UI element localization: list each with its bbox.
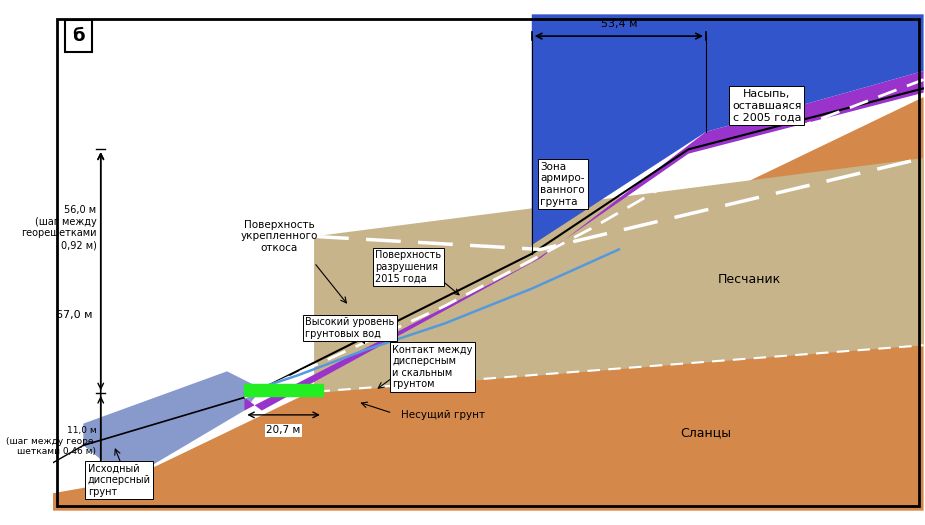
Text: Контакт между
дисперсным
и скальным
грунтом: Контакт между дисперсным и скальным грун…	[392, 344, 473, 390]
Polygon shape	[244, 71, 923, 411]
Text: б: б	[73, 27, 85, 45]
Text: Песчаник: Песчаник	[718, 274, 781, 287]
Text: Насыпь,
оставшаяся
с 2005 года: Насыпь, оставшаяся с 2005 года	[732, 89, 802, 122]
Text: Сланцы: Сланцы	[681, 426, 732, 439]
Text: 20,7 м: 20,7 м	[266, 425, 301, 435]
Polygon shape	[53, 97, 923, 511]
Text: 53,4 м: 53,4 м	[600, 19, 637, 29]
Text: Поверхность
разрушения
2015 года: Поверхность разрушения 2015 года	[375, 250, 441, 284]
Polygon shape	[83, 371, 262, 480]
Text: Зона
армиро-
ванного
грунта: Зона армиро- ванного грунта	[540, 162, 586, 206]
Polygon shape	[532, 14, 923, 245]
Text: Исходный
дисперсный
грунт: Исходный дисперсный грунт	[88, 464, 151, 497]
Text: 56,0 м
(шаг между
георешетками
0,92 м): 56,0 м (шаг между георешетками 0,92 м)	[21, 205, 96, 250]
Text: Высокий уровень
грунтовых вод: Высокий уровень грунтовых вод	[305, 317, 395, 339]
Text: 67,0 м: 67,0 м	[56, 310, 92, 320]
Polygon shape	[314, 158, 923, 393]
Text: Поверхность
укрепленного
откоса: Поверхность укрепленного откоса	[240, 220, 318, 253]
Text: 11,0 м
(шаг между георе-
шетками 0,46 м): 11,0 м (шаг между георе- шетками 0,46 м)	[6, 426, 96, 456]
Text: Несущий грунт: Несущий грунт	[401, 410, 485, 420]
